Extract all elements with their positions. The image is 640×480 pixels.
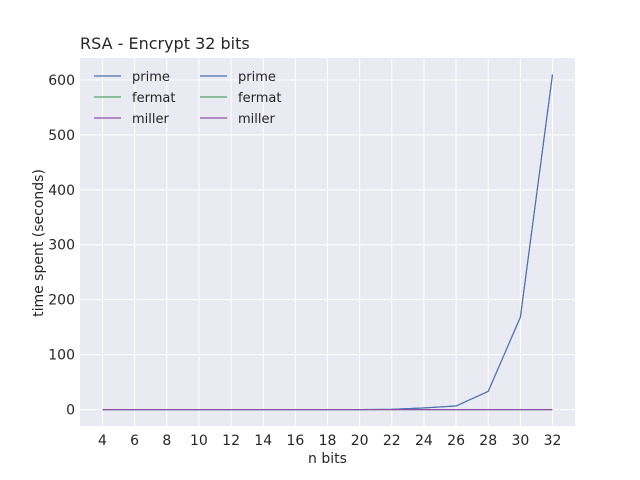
y-axis-ticks: 0 100 200 300 400 500 600	[48, 73, 75, 419]
x-tick-label: 4	[98, 433, 107, 449]
legend-label: fermat	[238, 91, 281, 106]
x-tick-label: 30	[511, 433, 529, 449]
x-tick-label: 14	[254, 433, 272, 449]
y-tick-label: 200	[48, 293, 75, 309]
x-tick-label: 20	[351, 433, 369, 449]
legend-label: prime	[238, 70, 276, 85]
x-tick-label: 10	[190, 433, 208, 449]
series-lines	[102, 74, 554, 411]
legend-label: fermat	[132, 91, 175, 106]
x-tick-label: 16	[286, 433, 304, 449]
x-tick-label: 6	[130, 433, 139, 449]
x-tick-label: 18	[319, 433, 337, 449]
x-tick-label: 32	[544, 433, 562, 449]
legend-label: miller	[132, 112, 169, 127]
x-tick-label: 22	[383, 433, 401, 449]
x-tick-label: 28	[479, 433, 497, 449]
y-tick-label: 300	[48, 238, 75, 254]
y-tick-label: 600	[48, 73, 75, 89]
legend-label: miller	[238, 112, 275, 127]
y-tick-label: 100	[48, 348, 75, 364]
x-tick-label: 12	[222, 433, 240, 449]
x-tick-label: 26	[447, 433, 465, 449]
y-tick-label: 0	[66, 403, 75, 419]
y-tick-label: 400	[48, 183, 75, 199]
y-axis-label: time spent (seconds)	[31, 169, 47, 317]
chart-title: RSA - Encrypt 32 bits	[80, 34, 250, 53]
x-tick-label: 8	[162, 433, 171, 449]
legend: prime fermat miller prime fermat miller	[94, 70, 281, 127]
legend-label: prime	[132, 70, 170, 85]
x-tick-label: 24	[415, 433, 433, 449]
y-tick-label: 500	[48, 128, 75, 144]
x-axis-label: n bits	[308, 451, 347, 467]
x-axis-ticks: 4 6 8 10 12 14 16 18 20 22 24 26 28 30 32	[98, 433, 561, 449]
